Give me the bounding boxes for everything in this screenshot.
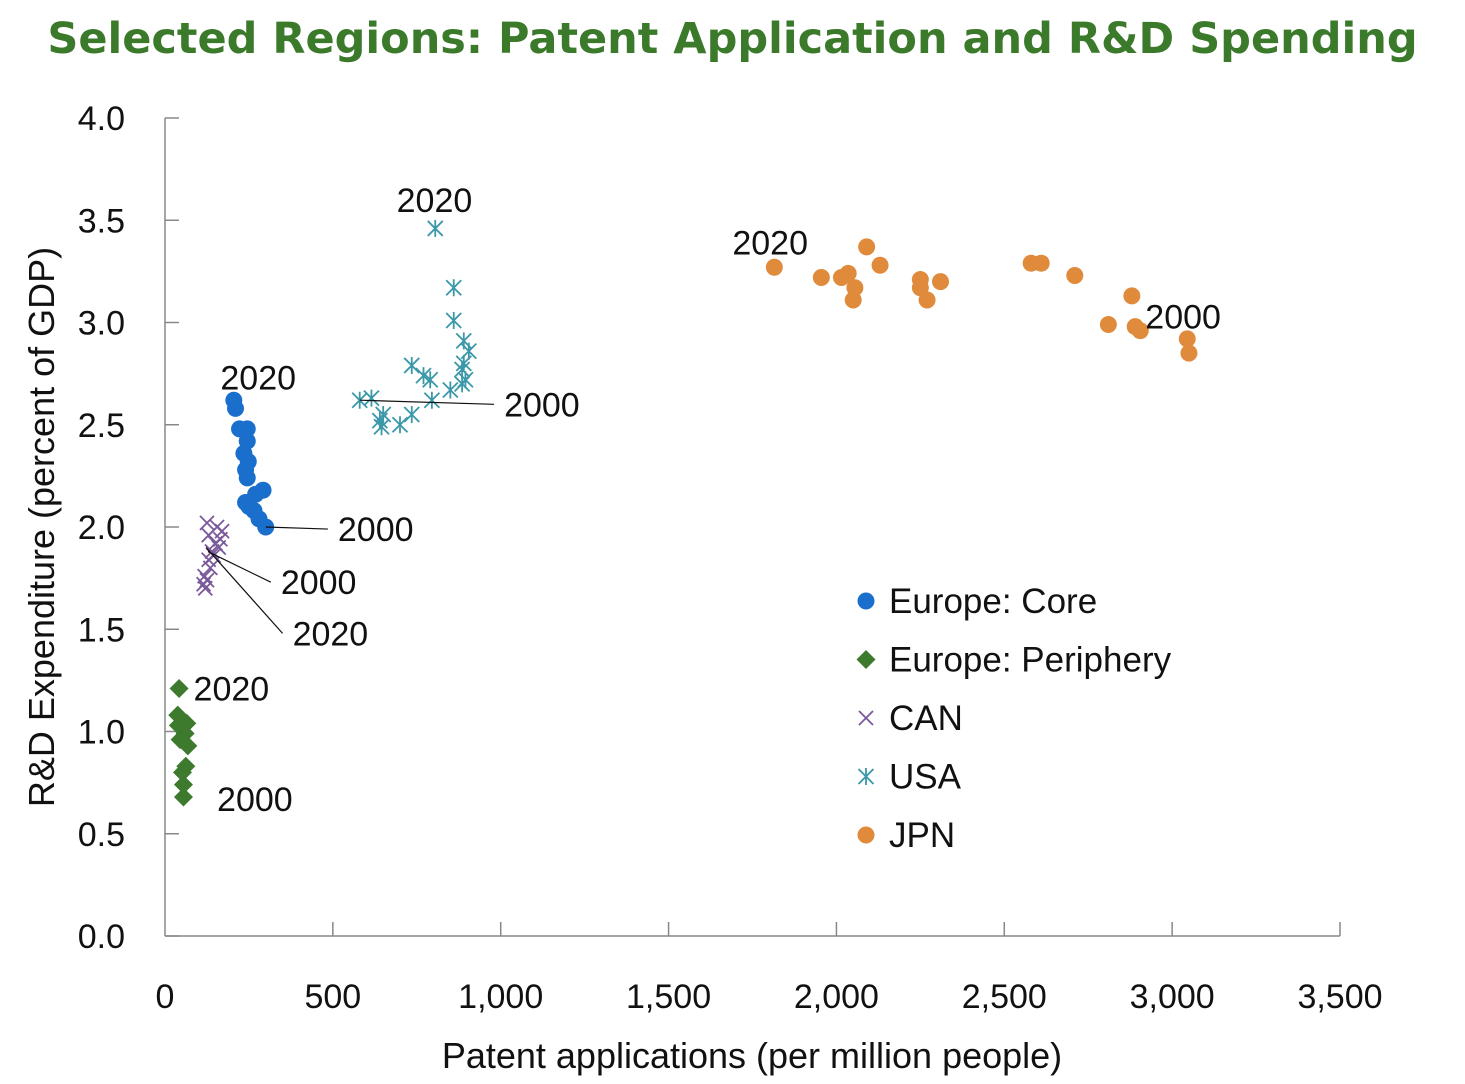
point-can <box>209 519 225 535</box>
annotation-label: 2020 <box>194 671 270 709</box>
point-usa <box>403 406 420 424</box>
point-jpn <box>1126 318 1144 336</box>
annotation-label: 2020 <box>732 225 808 263</box>
point-jpn <box>832 269 850 287</box>
annotation-label: 2000 <box>1145 298 1221 336</box>
x-tick-label: 3,000 <box>1130 978 1215 1016</box>
x-tick-label: 1,000 <box>458 978 543 1016</box>
y-axis-label: R&D Expenditure (percent of GDP) <box>21 247 62 807</box>
annotations: 2020 2000 2000 2020 2020 2000 2020 2000 2020 2000 <box>194 182 1221 819</box>
point-jpn <box>1178 330 1196 348</box>
point-jpn <box>932 273 949 291</box>
annotation-label: 2020 <box>220 360 296 398</box>
point-usa <box>445 279 462 297</box>
legend-marker-usa <box>857 768 875 785</box>
x-tick-label: 3,500 <box>1297 978 1382 1016</box>
point-usa <box>455 332 472 350</box>
point-usa <box>403 356 420 374</box>
legend-label-europe-periphery: Europe: Periphery <box>889 641 1172 680</box>
annotation-leader <box>205 547 284 634</box>
y-tick-label: 3.5 <box>78 202 125 240</box>
point-jpn <box>1099 316 1117 334</box>
y-tick-label: 2.5 <box>78 407 125 445</box>
x-tick-label: 1,500 <box>626 978 711 1016</box>
data-points <box>168 219 1198 807</box>
point-europe-periphery <box>176 756 196 776</box>
point-usa <box>442 381 459 399</box>
point-europe-periphery <box>169 679 189 699</box>
point-jpn <box>1066 266 1084 284</box>
legend: Europe: Core Europe: Periphery CAN USA JPN <box>856 582 1172 855</box>
point-europe-core <box>247 485 265 503</box>
x-tick-label: 2,000 <box>794 978 879 1016</box>
annotation-label: 2000 <box>281 564 357 602</box>
point-can <box>196 568 213 584</box>
y-tick-label: 1.0 <box>78 714 125 752</box>
point-europe-periphery <box>168 705 188 725</box>
point-europe-core <box>225 391 243 409</box>
legend-marker-jpn <box>857 826 875 844</box>
legend-label-europe-core: Europe: Core <box>889 582 1097 621</box>
y-tick-label: 0.0 <box>78 918 125 956</box>
point-usa <box>422 371 439 389</box>
legend-marker-europe-core <box>857 592 875 610</box>
legend-marker-can <box>858 710 874 726</box>
y-tick-label: 3.0 <box>78 305 125 343</box>
point-jpn <box>911 271 929 289</box>
point-usa <box>363 389 380 407</box>
annotation-leader <box>265 526 328 530</box>
x-tick-label: 2,500 <box>962 978 1047 1016</box>
point-jpn <box>765 258 783 276</box>
annotation-leader <box>207 551 272 583</box>
point-europe-periphery <box>173 787 193 807</box>
y-tick-label: 2.0 <box>78 509 125 547</box>
legend-label-can: CAN <box>889 699 963 738</box>
point-europe-core <box>238 420 256 438</box>
annotation-label: 2020 <box>397 182 473 220</box>
annotation-label: 2000 <box>338 511 414 549</box>
point-jpn <box>1123 287 1141 305</box>
point-jpn <box>812 269 830 287</box>
point-europe-core <box>238 432 256 450</box>
legend-label-usa: USA <box>889 758 962 797</box>
y-tick-label: 0.5 <box>78 816 125 854</box>
annotation-label: 2000 <box>504 386 580 424</box>
x-tick-label: 0 <box>156 978 175 1016</box>
point-jpn <box>871 256 889 274</box>
y-tick-label: 1.5 <box>78 611 125 649</box>
annotation-label: 2000 <box>217 781 293 819</box>
point-usa <box>373 418 390 436</box>
point-usa <box>423 391 441 409</box>
legend-marker-europe-periphery <box>856 650 876 669</box>
point-jpn <box>1022 254 1040 272</box>
point-usa <box>391 416 409 434</box>
axes: 0.0 0.5 1.0 1.5 2.0 2.5 3.0 3.5 4.0 0 500 1,000 1,50… <box>78 100 1383 1016</box>
annotation-leader <box>359 399 495 405</box>
point-can <box>199 572 215 588</box>
point-usa <box>445 311 462 329</box>
x-axis-label: Patent applications (per million people) <box>442 1035 1062 1076</box>
point-europe-periphery <box>173 775 193 795</box>
chart-title: Selected Regions: Patent Application and… <box>47 14 1418 64</box>
legend-label-jpn: JPN <box>889 816 955 855</box>
point-can <box>199 515 215 531</box>
annotation-label: 2020 <box>293 615 369 653</box>
x-tick-label: 500 <box>304 978 361 1016</box>
point-jpn <box>844 291 862 309</box>
y-tick-label: 4.0 <box>78 100 125 138</box>
point-jpn <box>1180 344 1198 362</box>
point-jpn <box>858 238 876 256</box>
point-usa <box>427 219 444 237</box>
